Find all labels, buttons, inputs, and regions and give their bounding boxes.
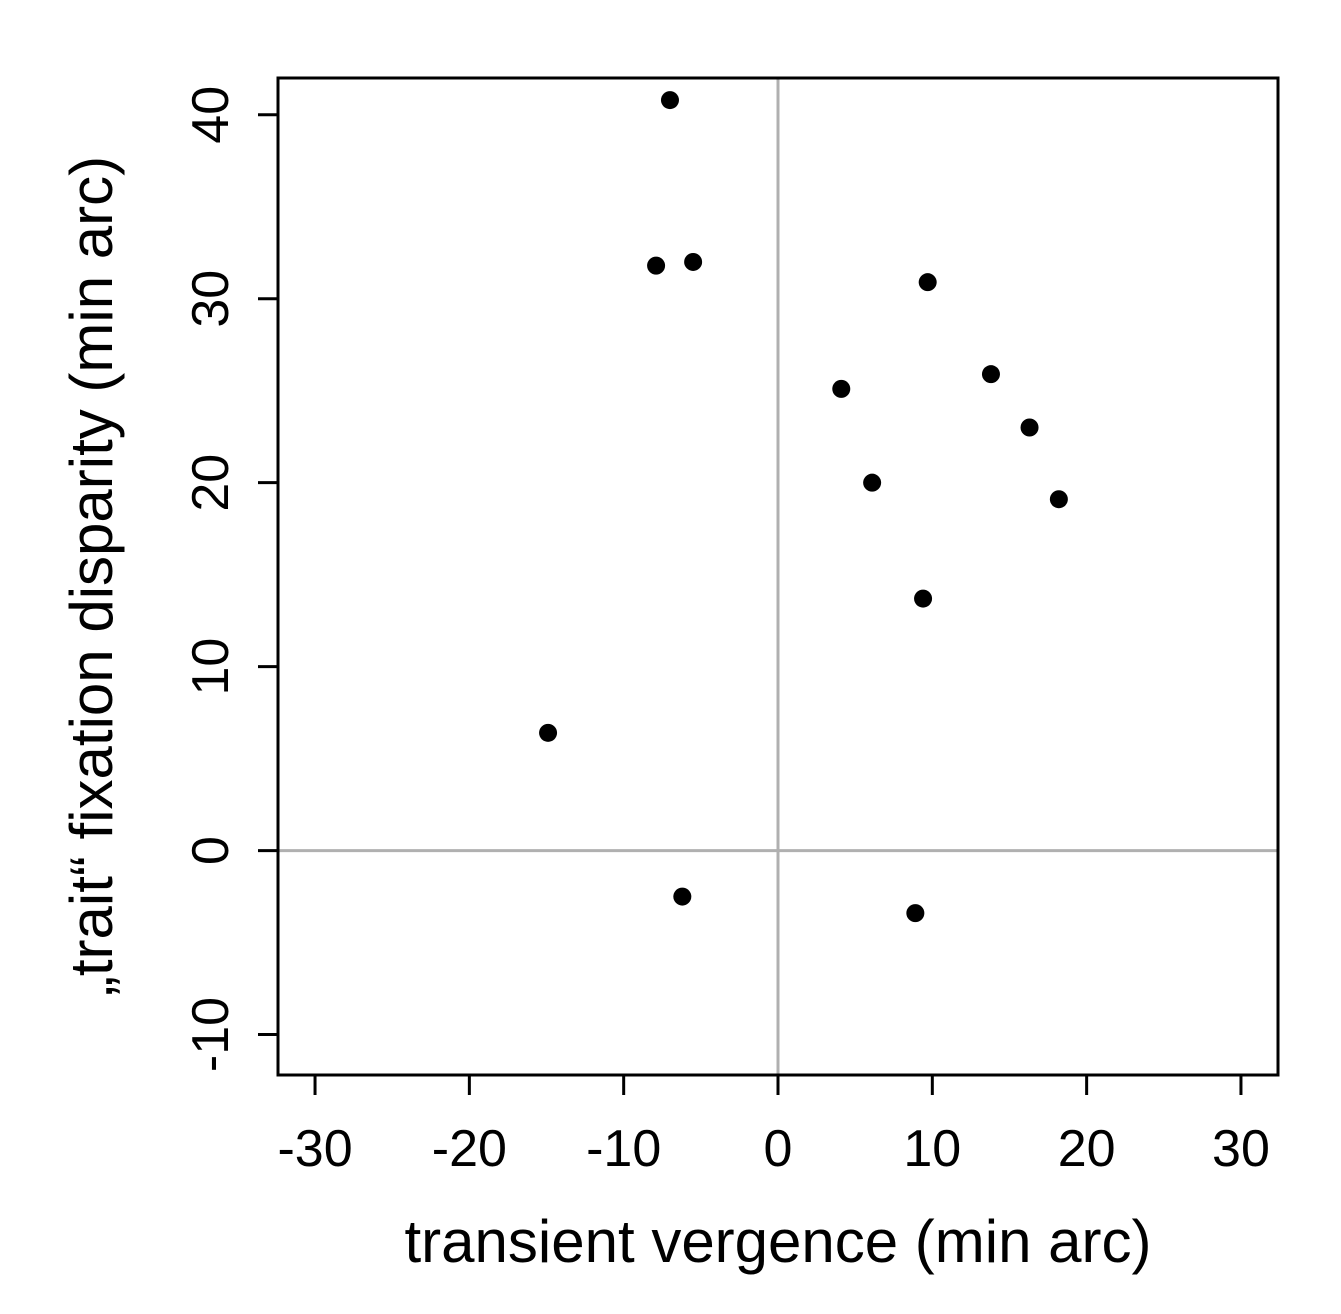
x-tick-label: -20: [432, 1120, 507, 1178]
point: [1049, 490, 1068, 509]
x-tick-label: 20: [1058, 1120, 1116, 1178]
point: [906, 904, 925, 923]
x-axis-title: transient vergence (min arc): [405, 1208, 1152, 1275]
point: [539, 723, 558, 742]
x-tick-label: -30: [277, 1120, 352, 1178]
x-tick-label: 30: [1212, 1120, 1270, 1178]
point: [918, 273, 937, 292]
point: [863, 473, 882, 492]
x-tick-label: -10: [586, 1120, 661, 1178]
point: [1020, 418, 1039, 437]
y-tick-label: 0: [182, 836, 240, 865]
point: [684, 252, 703, 271]
y-tick-label: 20: [182, 454, 240, 512]
y-axis-title: „trait“ fixation disparity (min arc): [58, 156, 125, 996]
y-tick-label: 40: [182, 86, 240, 144]
point: [981, 365, 1000, 384]
y-tick-label: -10: [182, 997, 240, 1072]
x-tick-label: 0: [764, 1120, 793, 1178]
point: [914, 589, 933, 608]
point: [673, 887, 692, 906]
x-tick-label: 10: [903, 1120, 961, 1178]
y-tick-label: 10: [182, 638, 240, 696]
point: [832, 379, 851, 398]
point: [647, 256, 666, 275]
y-tick-label: 30: [182, 270, 240, 328]
point: [660, 91, 679, 110]
